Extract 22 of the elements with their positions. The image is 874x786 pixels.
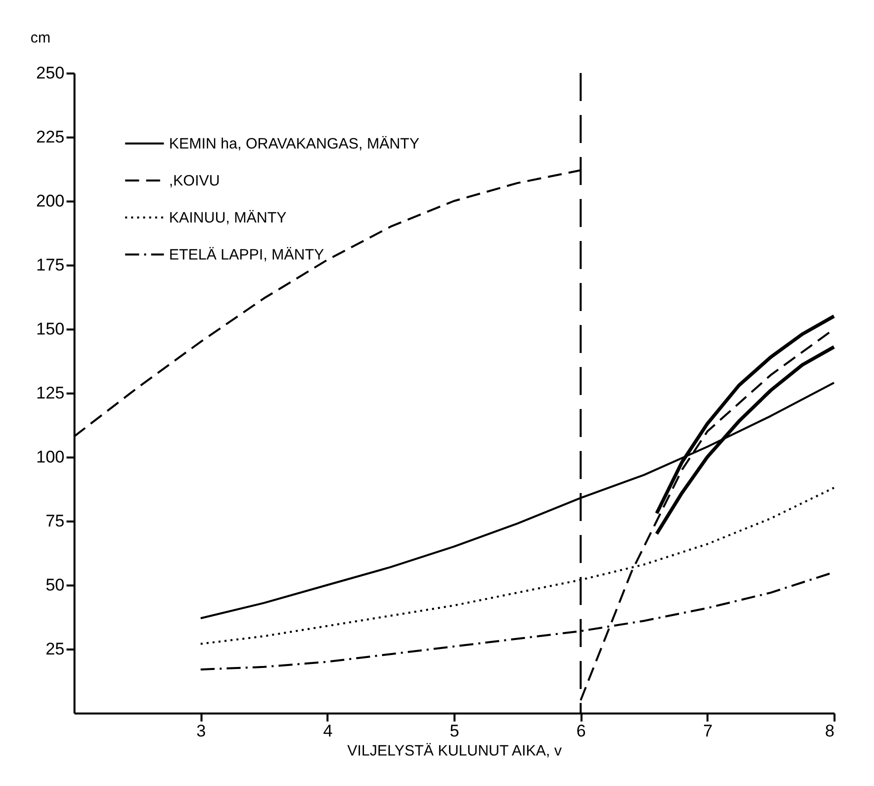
x-axis-title: VILJELYSTÄ KULUNUT AIKA, v: [347, 742, 562, 760]
legend-label: ETELÄ LAPPI, MÄNTY: [169, 246, 324, 264]
x-tick-label: 8: [825, 722, 834, 740]
legend-label: KAINUU, MÄNTY: [169, 210, 287, 226]
y-tick-label: 100: [36, 448, 64, 466]
y-tick-label: 225: [36, 128, 64, 146]
x-tick-label: 5: [450, 722, 460, 740]
x-tick-label: 4: [323, 722, 333, 740]
y-tick-label: 200: [36, 192, 64, 210]
y-tick-label: 25: [46, 640, 64, 658]
x-tick-label: 6: [576, 722, 586, 740]
y-tick-label: 150: [36, 320, 64, 338]
legend-label: KEMIN ha, ORAVAKANGAS, MÄNTY: [169, 136, 420, 152]
y-tick-label: 125: [36, 384, 64, 402]
y-axis-title: cm: [30, 30, 50, 46]
y-tick-label: 175: [36, 256, 64, 274]
y-tick-label: 250: [36, 64, 64, 82]
x-tick-label: 3: [196, 722, 206, 740]
legend-label: ,KOIVU: [169, 172, 220, 190]
y-tick-label: 50: [46, 576, 64, 594]
y-tick-label: 75: [46, 512, 64, 530]
x-tick-label: 7: [703, 722, 713, 740]
